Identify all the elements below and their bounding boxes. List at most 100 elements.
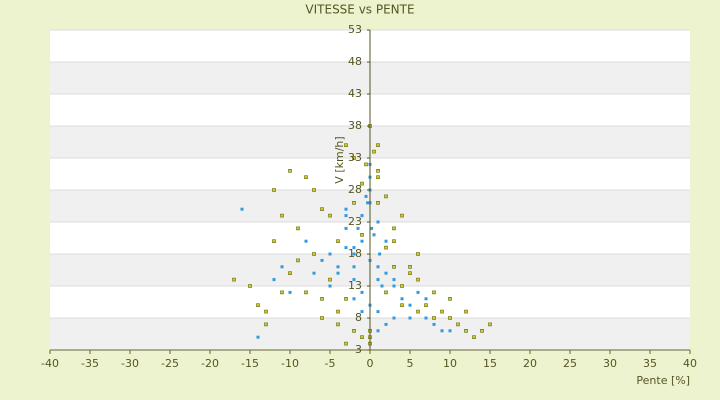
scatter-point <box>264 322 268 327</box>
scatter-point <box>288 169 292 173</box>
x-tick-label: 20 <box>523 357 537 370</box>
scatter-point <box>408 264 412 269</box>
x-tick-label: -15 <box>241 357 259 370</box>
scatter-point <box>312 271 316 275</box>
scatter-point <box>370 226 374 230</box>
scatter-point <box>376 265 380 269</box>
scatter-point <box>376 278 380 282</box>
scatter-point <box>392 226 396 231</box>
scatter-point <box>344 296 348 301</box>
scatter-point <box>344 214 348 218</box>
scatter-point <box>352 297 356 301</box>
scatter-point <box>432 322 436 326</box>
scatter-point <box>320 316 324 320</box>
x-tick-label: 40 <box>683 357 697 370</box>
scatter-point <box>288 290 292 294</box>
scatter-point <box>400 284 404 288</box>
scatter-point <box>378 252 382 256</box>
scatter-point <box>360 181 364 186</box>
scatter-point <box>336 271 340 275</box>
y-tick-label: 53 <box>348 23 362 36</box>
scatter-point <box>320 207 324 211</box>
scatter-point <box>272 188 276 192</box>
scatter-point <box>312 188 316 192</box>
scatter-point <box>456 322 460 327</box>
scatter-point <box>240 207 244 211</box>
scatter-point <box>352 265 356 269</box>
scatter-point <box>432 316 436 320</box>
scatter-point <box>392 239 396 243</box>
scatter-point <box>432 290 436 295</box>
scatter-point <box>344 246 348 250</box>
scatter-point <box>440 329 444 333</box>
x-axis-label: Pente [%] <box>636 374 690 387</box>
scatter-point <box>376 169 380 173</box>
scatter-point <box>400 297 404 301</box>
scatter-point <box>448 296 452 301</box>
scatter-point <box>424 303 428 308</box>
y-tick-label: 28 <box>348 183 362 196</box>
scatter-point <box>304 175 308 179</box>
x-tick-label: 15 <box>483 357 497 370</box>
x-tick-label: 5 <box>407 357 414 370</box>
scatter-point <box>328 277 332 282</box>
scatter-point <box>416 290 420 294</box>
scatter-point <box>280 265 284 269</box>
scatter-point <box>384 271 388 275</box>
scatter-point <box>480 328 484 333</box>
scatter-point <box>384 290 388 295</box>
scatter-point <box>352 246 356 250</box>
scatter-point <box>248 284 252 288</box>
scatter-point <box>376 175 380 179</box>
scatter-point <box>372 149 376 154</box>
scatter-point <box>472 335 476 340</box>
scatter-point <box>376 220 380 224</box>
x-tick-label: -5 <box>325 357 336 370</box>
scatter-point <box>256 335 260 339</box>
y-tick-label: 23 <box>348 215 362 228</box>
y-tick-label: 38 <box>348 119 362 132</box>
scatter-point <box>384 194 388 199</box>
x-tick-label: -30 <box>121 357 139 370</box>
scatter-point <box>288 271 292 276</box>
scatter-point <box>384 322 388 326</box>
scatter-point <box>364 162 368 167</box>
scatter-point <box>448 329 452 333</box>
x-tick-label: -35 <box>81 357 99 370</box>
scatter-point <box>416 277 420 282</box>
scatter-point <box>360 290 364 294</box>
scatter-point <box>272 278 276 282</box>
x-tick-label: 25 <box>563 357 577 370</box>
scatter-point <box>400 213 404 218</box>
x-tick-label: -20 <box>201 357 219 370</box>
scatter-point <box>376 143 380 147</box>
scatter-point <box>352 201 356 205</box>
scatter-point <box>352 156 356 160</box>
scatter-point <box>336 309 340 314</box>
scatter-point <box>328 252 332 256</box>
scatter-point <box>372 233 376 237</box>
scatter-point <box>408 316 412 320</box>
scatter-point <box>376 329 380 333</box>
scatter-point <box>280 213 284 218</box>
scatter-point <box>304 239 308 243</box>
scatter-point <box>352 328 356 333</box>
scatter-point <box>360 335 364 340</box>
scatter-point <box>384 245 388 250</box>
scatter-point <box>344 226 348 230</box>
scatter-point <box>366 201 370 205</box>
scatter-point <box>360 239 364 243</box>
scatter-point <box>256 303 260 308</box>
scatter-point <box>360 214 364 218</box>
scatter-point <box>416 252 420 256</box>
scatter-point <box>320 296 324 301</box>
scatter-point <box>344 341 348 346</box>
scatter-point <box>408 303 412 307</box>
scatter-point <box>384 239 388 243</box>
scatter-point <box>424 297 428 301</box>
scatter-point <box>392 264 396 269</box>
y-tick-label: 13 <box>348 279 362 292</box>
y-tick-label: 3 <box>355 343 362 356</box>
scatter-point <box>336 322 340 327</box>
